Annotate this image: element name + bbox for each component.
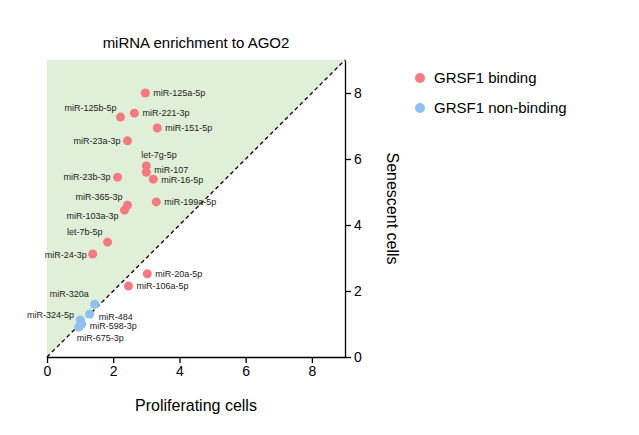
point (103, 238, 112, 247)
enriched-region (47, 60, 345, 357)
point-label: let-7b-5p (67, 227, 103, 237)
point-label: miR-199a-5p (164, 197, 216, 207)
tick: 0 (345, 349, 362, 365)
tick-label: 4 (354, 217, 362, 233)
point (143, 269, 152, 278)
point-label: miR-365-3p (75, 192, 122, 202)
tick-mark (345, 159, 351, 160)
point-label: miR-125b-5p (64, 103, 116, 113)
point-label: miR-103a-3p (66, 211, 118, 221)
point-label: miR-151-5p (165, 123, 212, 133)
legend-marker (415, 103, 425, 113)
point (130, 109, 139, 118)
point (90, 300, 99, 309)
point-label: miR-221-3p (142, 108, 189, 118)
tick-label: 2 (110, 363, 118, 379)
legend-label: GRSF1 non-binding (434, 99, 567, 116)
tick: 2 (110, 357, 118, 379)
y-axis: 0 2 4 6 8 (345, 61, 362, 365)
axis-line (345, 61, 346, 358)
point-label: miR-106a-5p (136, 281, 188, 291)
point-label: miR-598-3p (90, 321, 137, 331)
tick: 4 (345, 217, 362, 233)
title: miRNA enrichment to AGO2 (103, 34, 290, 51)
point-label: miR-23b-3p (63, 172, 110, 182)
point (113, 173, 122, 182)
y-axis-title: Senescent cells (384, 152, 401, 264)
tick-mark (345, 291, 351, 292)
point-label: miR-125a-5p (153, 88, 205, 98)
tick-label: 0 (44, 363, 52, 379)
point (88, 250, 97, 259)
chart: 0 2 4 6 8 0 2 4 6 8 miR-125a-5p miR-125b-5p miR-221-… (0, 0, 639, 435)
legend: GRSF1 binding GRSF1 non-binding (415, 69, 567, 116)
tick-mark (345, 225, 351, 226)
point (152, 197, 161, 206)
tick: 0 (44, 357, 52, 379)
tick: 8 (308, 357, 316, 379)
point (142, 168, 151, 177)
tick-mark (345, 357, 351, 358)
point-label: miR-675-3p (77, 333, 124, 343)
tick-label: 8 (354, 85, 362, 101)
point-label: miR-107 (154, 165, 188, 175)
point-label: miR-324-5p (27, 310, 74, 320)
point (149, 175, 158, 184)
point (153, 123, 162, 132)
point (120, 206, 129, 215)
tick: 2 (345, 283, 362, 299)
legend-label: GRSF1 binding (434, 69, 537, 86)
tick: 8 (345, 85, 362, 101)
tick: 6 (345, 151, 362, 167)
legend-marker (415, 73, 425, 83)
tick-label: 6 (354, 151, 362, 167)
x-axis-title: Proliferating cells (135, 397, 257, 414)
tick-label: 0 (354, 349, 362, 365)
point-label: miR-16-5p (161, 175, 203, 185)
legend-item: GRSF1 binding (415, 69, 537, 86)
tick-label: 8 (308, 363, 316, 379)
tick-label: 4 (176, 363, 184, 379)
tick-label: 2 (354, 283, 362, 299)
tick: 6 (242, 357, 250, 379)
tick: 4 (176, 357, 184, 379)
point (124, 282, 133, 291)
diagonal (47, 60, 345, 357)
x-axis: 0 2 4 6 8 (44, 357, 346, 379)
point (74, 322, 83, 331)
point-labels: miR-125a-5p miR-125b-5p miR-221-3p miR-151-… (27, 88, 216, 343)
point-label: miR-320a (50, 289, 89, 299)
plot: 0 2 4 6 8 0 2 4 6 8 miR-125a-5p miR-125b-5p miR-221-… (27, 60, 362, 379)
tick-mark (345, 93, 351, 94)
legend-item: GRSF1 non-binding (415, 99, 567, 116)
point-label: miR-20a-5p (155, 269, 202, 279)
point-label: let-7g-5p (141, 150, 177, 160)
point (85, 310, 94, 319)
point-label: miR-23a-3p (73, 136, 120, 146)
tick-label: 6 (242, 363, 250, 379)
point-label: miR-24-3p (45, 250, 87, 260)
point (123, 136, 132, 145)
point (116, 113, 125, 122)
axis-line (48, 357, 346, 358)
point (141, 89, 150, 98)
